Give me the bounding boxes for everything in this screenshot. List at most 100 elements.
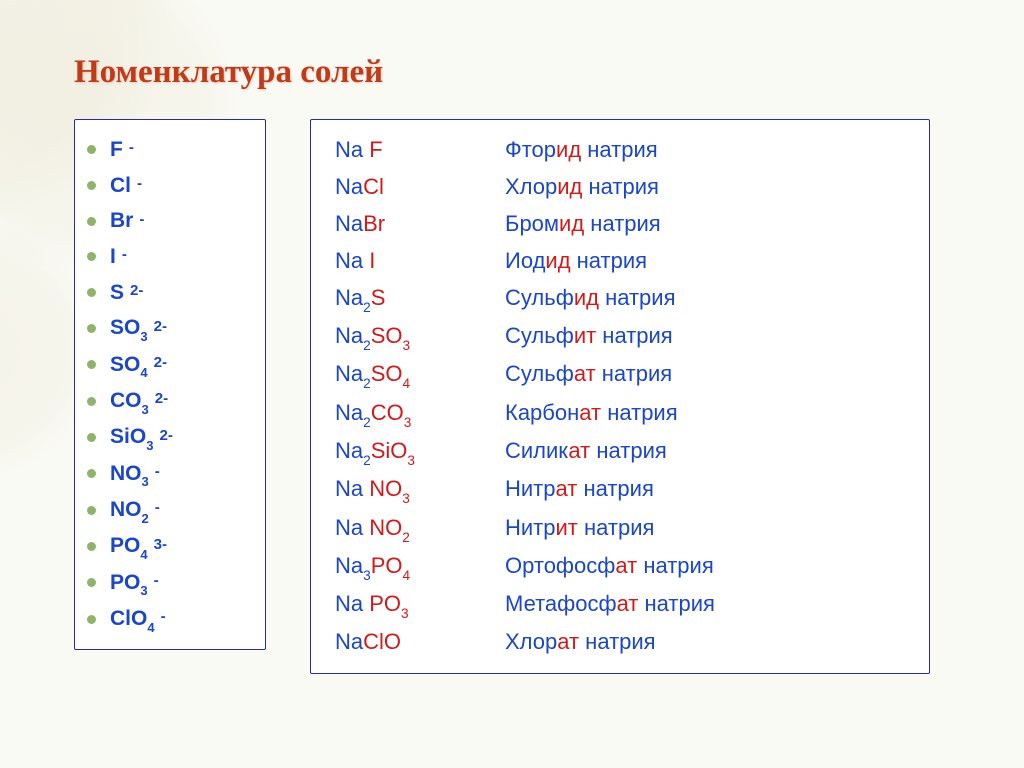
ion-charge: -: [155, 459, 160, 485]
salt-row: Na2SiO3Силикат натрия: [335, 433, 909, 471]
ion-formula: I: [110, 239, 116, 275]
salt-formula: Na F: [335, 132, 505, 169]
ion-list: F-Cl-Br-I-S2-SO32-SO42-CO32-SiO32-NO3-NO…: [87, 132, 249, 637]
salts-box: Na FФторид натрияNaClХлорид натрияNaBrБр…: [310, 119, 930, 674]
ion-charge: -: [139, 207, 144, 233]
salt-row: Na NO2Нитрит натрия: [335, 510, 909, 548]
ion-formula: NO3: [110, 456, 149, 492]
salt-row: Na PO3Метафосфат натрия: [335, 586, 909, 624]
ion-formula: S: [110, 275, 124, 311]
bullet-icon: [87, 252, 96, 261]
bullet-icon: [87, 360, 96, 369]
bullet-icon: [87, 181, 96, 190]
ion-item: PO43-: [87, 528, 249, 564]
ion-formula: Cl: [110, 168, 131, 204]
ion-charge: -: [137, 171, 142, 197]
ion-formula: PO4: [110, 528, 148, 564]
ion-formula: ClO4: [110, 601, 155, 637]
ion-item: SO32-: [87, 310, 249, 346]
ion-item: F-: [87, 132, 249, 168]
salt-row: Na2SO4Сульфат натрия: [335, 356, 909, 394]
ion-charge: 3-: [154, 532, 167, 558]
ion-formula: SO3: [110, 310, 148, 346]
salt-formula: Na NO3: [335, 471, 505, 509]
ion-charge: -: [161, 604, 166, 630]
ion-item: SO42-: [87, 347, 249, 383]
salt-row: Na2SСульфид натрия: [335, 280, 909, 318]
bullet-icon: [87, 324, 96, 333]
ion-formula: SO4: [110, 347, 148, 383]
salt-name: Сульфат натрия: [505, 356, 672, 394]
salt-formula: Na2SiO3: [335, 433, 505, 471]
salt-row: NaClOХлорат натрия: [335, 624, 909, 661]
salt-formula: Na PO3: [335, 586, 505, 624]
salts-list: Na FФторид натрияNaClХлорид натрияNaBrБр…: [335, 132, 909, 661]
salt-row: Na3PO4Ортофосфат натрия: [335, 548, 909, 586]
ion-charge: -: [122, 242, 127, 268]
salt-name: Хлорид натрия: [505, 169, 659, 206]
salt-row: Na NO3Нитрат натрия: [335, 471, 909, 509]
ion-item: CO32-: [87, 383, 249, 419]
salt-name: Бромид натрия: [505, 206, 661, 243]
ion-item: S2-: [87, 275, 249, 311]
ion-charge: 2-: [155, 386, 168, 412]
ion-item: NO3-: [87, 456, 249, 492]
ion-charge: -: [129, 135, 134, 161]
salt-row: Na2SO3Сульфит натрия: [335, 318, 909, 356]
salt-row: NaBrБромид натрия: [335, 206, 909, 243]
ion-formula: F: [110, 132, 123, 168]
salt-name: Карбонат натрия: [505, 395, 678, 433]
ion-formula: CO3: [110, 383, 149, 419]
salt-formula: Na3PO4: [335, 548, 505, 586]
salt-name: Нитрат натрия: [505, 471, 654, 509]
bullet-icon: [87, 506, 96, 515]
salt-formula: NaClO: [335, 624, 505, 661]
salt-formula: Na2CO3: [335, 395, 505, 433]
ion-charge: 2-: [154, 314, 167, 340]
salt-formula: Na2SO4: [335, 356, 505, 394]
salt-row: Na IИодид натрия: [335, 243, 909, 280]
salt-formula: Na I: [335, 243, 505, 280]
salt-name: Фторид натрия: [505, 132, 658, 169]
ion-item: I-: [87, 239, 249, 275]
salt-formula: Na2SO3: [335, 318, 505, 356]
ion-formula: PO3: [110, 565, 148, 601]
salt-row: Na2CO3Карбонат натрия: [335, 395, 909, 433]
ion-item: ClO4-: [87, 601, 249, 637]
bullet-icon: [87, 433, 96, 442]
salt-name: Метафосфат натрия: [505, 586, 715, 624]
page-title: Номенклатура солей: [74, 54, 984, 91]
salt-row: Na FФторид натрия: [335, 132, 909, 169]
bullet-icon: [87, 542, 96, 551]
bullet-icon: [87, 578, 96, 587]
salt-name: Ортофосфат натрия: [505, 548, 714, 586]
bullet-icon: [87, 145, 96, 154]
ion-item: SiO32-: [87, 419, 249, 455]
salt-name: Иодид натрия: [505, 243, 647, 280]
salt-formula: NaBr: [335, 206, 505, 243]
ion-charge: -: [155, 495, 160, 521]
ion-formula: NO2: [110, 492, 149, 528]
salt-name: Сульфид натрия: [505, 280, 675, 318]
ion-formula: SiO3: [110, 419, 153, 455]
salt-name: Сульфит натрия: [505, 318, 673, 356]
slide-content: Номенклатура солей F-Cl-Br-I-S2-SO32-SO4…: [0, 0, 1024, 674]
bullet-icon: [87, 397, 96, 406]
ion-item: NO2-: [87, 492, 249, 528]
salt-name: Хлорат натрия: [505, 624, 656, 661]
bullet-icon: [87, 615, 96, 624]
ion-item: PO3-: [87, 565, 249, 601]
ion-charge: 2-: [130, 278, 143, 304]
ions-box: F-Cl-Br-I-S2-SO32-SO42-CO32-SiO32-NO3-NO…: [74, 119, 266, 650]
ion-item: Cl-: [87, 168, 249, 204]
salt-formula: Na NO2: [335, 510, 505, 548]
bullet-icon: [87, 469, 96, 478]
ion-formula: Br: [110, 203, 133, 239]
bullet-icon: [87, 217, 96, 226]
ion-charge: -: [154, 568, 159, 594]
columns-wrap: F-Cl-Br-I-S2-SO32-SO42-CO32-SiO32-NO3-NO…: [74, 119, 984, 674]
salt-name: Силикат натрия: [505, 433, 667, 471]
salt-row: NaClХлорид натрия: [335, 169, 909, 206]
bullet-icon: [87, 288, 96, 297]
ion-charge: 2-: [159, 423, 172, 449]
